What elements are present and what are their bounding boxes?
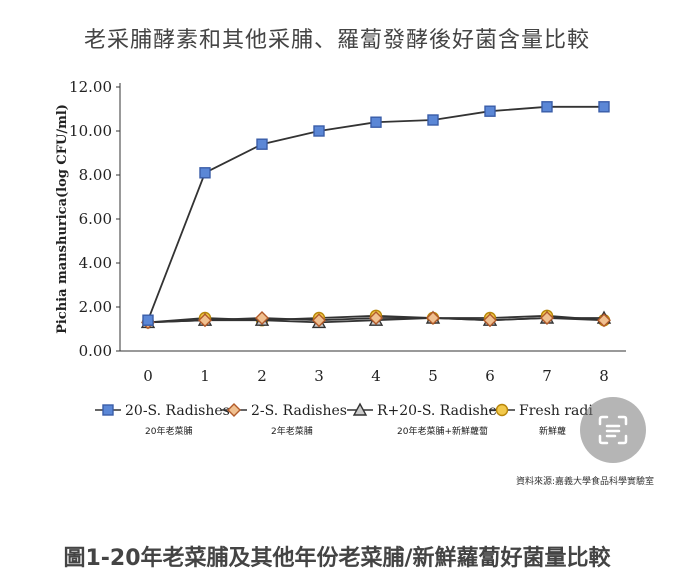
scan-text-button[interactable]	[580, 397, 646, 463]
data-point	[313, 125, 325, 137]
legend-label: 20-S. Radishes	[125, 403, 230, 419]
legend-sublabel: 20年老菜脯	[145, 425, 192, 437]
legend-marker	[102, 404, 114, 416]
legend-marker	[495, 403, 509, 417]
y-tick-label: 2.00	[79, 298, 112, 316]
data-point	[541, 101, 553, 113]
legend-label: 2-S. Radishes	[251, 403, 347, 419]
chart-title: 老采脯酵素和其他采脯、羅蔔發酵後好菌含量比較	[83, 28, 590, 53]
data-point	[427, 114, 439, 126]
data-point	[426, 311, 440, 325]
source-note: 資料來源:嘉義大學食品科學實驗室	[515, 477, 654, 487]
legend-marker	[227, 403, 241, 417]
x-tick-label: 2	[257, 367, 267, 385]
x-tick-label: 0	[143, 367, 153, 385]
data-point	[540, 311, 554, 325]
x-tick-label: 7	[542, 367, 552, 385]
data-point	[142, 314, 154, 326]
data-point	[483, 313, 497, 328]
legend-item: 2-S. Radishes 2年老菜脯	[221, 403, 347, 437]
data-point	[484, 105, 496, 117]
data-point	[199, 167, 211, 179]
x-tick-label: 4	[371, 367, 381, 385]
data-point	[312, 313, 326, 328]
data-point	[255, 311, 269, 325]
series-line	[147, 105, 604, 321]
legend-item: 20-S. Radishes 20年老菜脯	[95, 403, 230, 437]
legend-sublabel: 2年老菜脯	[271, 425, 313, 437]
x-tick-label: 8	[599, 367, 609, 385]
data-point	[256, 138, 268, 150]
y-tick-label: 4.00	[79, 254, 112, 272]
data-point	[598, 101, 610, 113]
figure-caption: 圖1-20年老菜脯及其他年份老菜脯/新鮮蘿蔔好菌量比較	[63, 546, 611, 571]
y-axis-label: Pichia manshurica(log CFU/ml)	[55, 104, 70, 334]
y-tick-label: 10.00	[69, 122, 112, 140]
data-point	[370, 116, 382, 128]
series-20-s-radishes	[142, 101, 610, 326]
data-point	[597, 313, 611, 328]
x-tick-label: 1	[200, 367, 210, 385]
legend-marker	[352, 402, 368, 416]
data-point	[369, 311, 383, 325]
y-tick-label: 6.00	[79, 210, 112, 228]
legend-item: Fresh radi 新鮮蘿	[489, 403, 593, 437]
data-point	[198, 313, 212, 328]
x-tick-label: 5	[428, 367, 438, 385]
legend-label: Fresh radi	[519, 403, 593, 419]
legend-item: R+20-S. Radishes 20年老菜脯+新鮮蘿蔔	[347, 402, 504, 437]
y-tick-label: 12.00	[69, 78, 112, 96]
series-2-s-radishes	[141, 311, 611, 330]
x-tick-label: 3	[314, 367, 324, 385]
y-tick-label: 0.00	[79, 342, 112, 360]
scan-text-icon	[598, 415, 628, 445]
legend-label: R+20-S. Radishes	[377, 403, 504, 419]
y-tick-label: 8.00	[79, 166, 112, 184]
x-tick-label: 6	[485, 367, 495, 385]
legend-sublabel: 20年老菜脯+新鮮蘿蔔	[397, 425, 488, 437]
legend-sublabel: 新鮮蘿	[539, 425, 566, 437]
line-chart: 0.00 2.00 4.00 6.00 8.00 10.00 12.00 0 1 2 3 4 5 6 7 8 P…	[55, 78, 626, 437]
